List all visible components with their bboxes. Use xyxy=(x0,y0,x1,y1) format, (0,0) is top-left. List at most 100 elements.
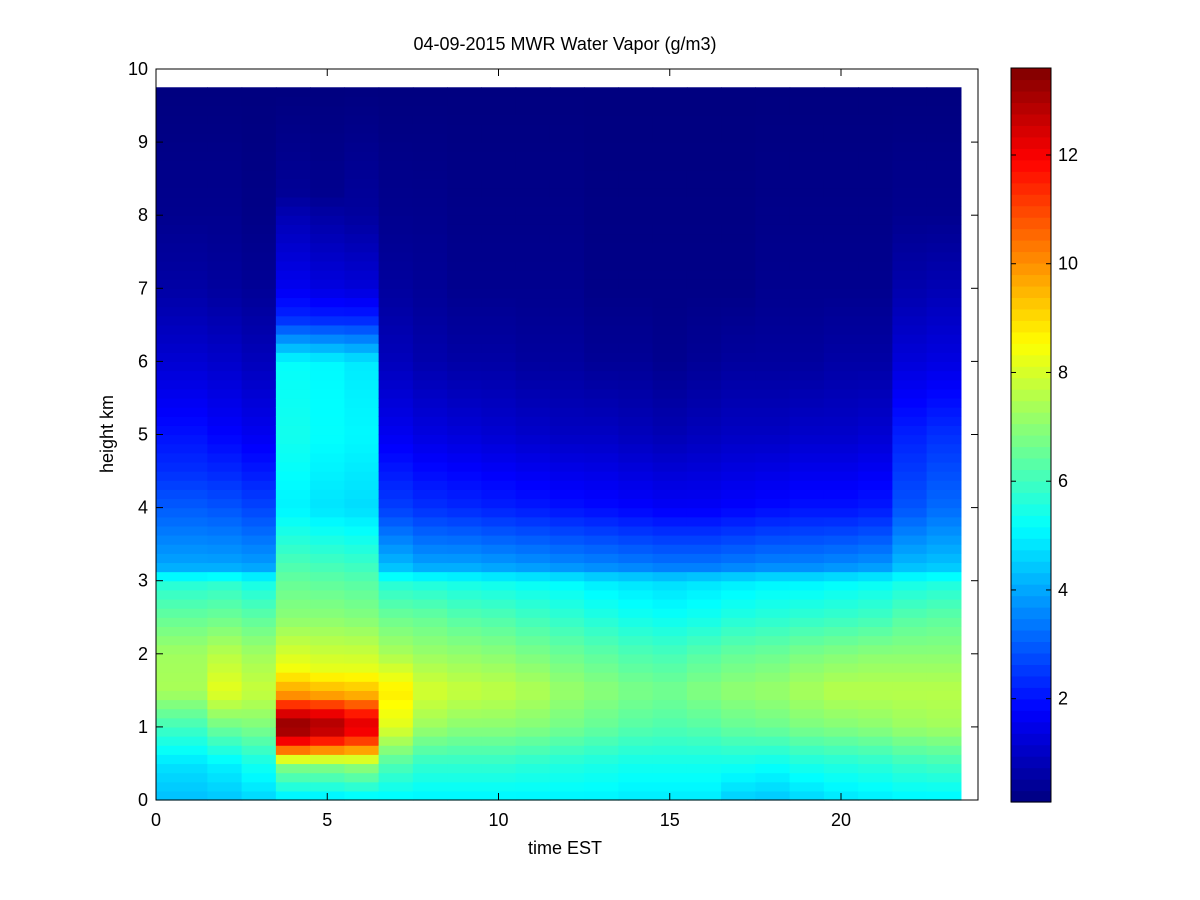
heatmap-cell xyxy=(823,169,859,180)
heatmap-cell xyxy=(584,516,619,527)
heatmap-cell xyxy=(892,361,928,372)
heatmap-cell xyxy=(310,763,345,774)
heatmap-cell xyxy=(515,288,551,299)
heatmap-cell xyxy=(378,196,414,207)
heatmap-cell xyxy=(858,87,893,98)
heatmap-cell xyxy=(549,626,585,637)
heatmap-cell xyxy=(310,123,345,134)
heatmap-cell xyxy=(686,379,722,390)
heatmap-cell xyxy=(207,142,243,152)
heatmap-cell xyxy=(789,279,825,289)
heatmap-cell xyxy=(892,160,928,171)
heatmap-cell xyxy=(721,288,756,299)
heatmap-cell xyxy=(755,553,791,564)
heatmap-cell xyxy=(892,580,928,591)
heatmap-cell xyxy=(515,717,551,728)
heatmap-cell xyxy=(515,224,551,235)
heatmap-cell xyxy=(858,407,893,417)
heatmap-cell xyxy=(481,754,517,765)
heatmap-cell xyxy=(412,580,448,591)
heatmap-cell xyxy=(310,425,345,436)
heatmap-cell xyxy=(344,736,380,746)
heatmap-cell xyxy=(721,132,756,143)
heatmap-cell xyxy=(412,608,448,618)
heatmap-cell xyxy=(755,635,791,646)
heatmap-cell xyxy=(892,425,928,436)
heatmap-cell xyxy=(515,763,551,774)
heatmap-cell xyxy=(275,745,311,755)
y-tick-label: 10 xyxy=(128,59,148,79)
heatmap-cell xyxy=(310,644,345,655)
heatmap-cell xyxy=(549,461,585,472)
heatmap-cell xyxy=(823,525,859,536)
heatmap-cell xyxy=(310,754,345,765)
heatmap-cell xyxy=(207,525,243,536)
heatmap-cell xyxy=(378,745,414,755)
heatmap-cell xyxy=(156,672,208,682)
heatmap-cell xyxy=(823,96,859,107)
heatmap-cell xyxy=(686,388,722,399)
heatmap-cell xyxy=(515,480,551,490)
heatmap-cell xyxy=(310,233,345,244)
heatmap-cell xyxy=(926,114,962,125)
heatmap-cell xyxy=(755,370,791,381)
heatmap-cell xyxy=(926,562,962,573)
heatmap-cell xyxy=(156,260,208,271)
heatmap-cell xyxy=(823,745,859,755)
heatmap-cell xyxy=(823,114,859,125)
heatmap-cell xyxy=(618,105,654,116)
heatmap-cell xyxy=(721,260,756,271)
heatmap-cell xyxy=(584,425,619,436)
heatmap-cell xyxy=(156,434,208,445)
heatmap-cell xyxy=(310,96,345,107)
heatmap-cell xyxy=(584,644,619,655)
heatmap-cell xyxy=(275,178,311,189)
heatmap-cell xyxy=(447,370,482,381)
heatmap-cell xyxy=(549,781,585,792)
heatmap-cell xyxy=(721,498,756,509)
heatmap-cell xyxy=(549,635,585,646)
colorbar-band xyxy=(1011,618,1051,631)
heatmap-cell xyxy=(858,489,893,500)
heatmap-cell xyxy=(275,471,311,481)
heatmap-cell xyxy=(549,96,585,107)
heatmap-cell xyxy=(156,644,208,655)
heatmap-cell xyxy=(207,571,243,582)
heatmap-cell xyxy=(823,781,859,792)
heatmap-cell xyxy=(789,699,825,710)
heatmap-cell xyxy=(584,132,619,143)
heatmap-cell xyxy=(412,151,448,161)
heatmap-cell xyxy=(823,279,859,289)
heatmap-cell xyxy=(412,644,448,655)
heatmap-cell xyxy=(378,763,414,774)
heatmap-cell xyxy=(789,589,825,600)
heatmap-cell xyxy=(926,160,962,171)
heatmap-cell xyxy=(207,160,243,171)
heatmap-cell xyxy=(378,105,414,116)
heatmap-cell xyxy=(447,544,482,554)
heatmap-cell xyxy=(721,580,756,591)
heatmap-cell xyxy=(721,790,756,801)
heatmap-cell xyxy=(892,626,928,637)
heatmap-cell xyxy=(378,608,414,618)
heatmap-cell xyxy=(156,608,208,618)
heatmap-cell xyxy=(686,279,722,289)
heatmap-cell xyxy=(275,87,311,98)
heatmap-cell xyxy=(344,151,380,161)
heatmap-cell xyxy=(789,617,825,627)
heatmap-cell xyxy=(652,206,688,216)
heatmap-cell xyxy=(310,471,345,481)
heatmap-cell xyxy=(549,754,585,765)
heatmap-cell xyxy=(686,242,722,253)
heatmap-cell xyxy=(789,206,825,216)
heatmap-cell xyxy=(481,132,517,143)
heatmap-cell xyxy=(481,87,517,98)
heatmap-cell xyxy=(344,525,380,536)
heatmap-cell xyxy=(892,699,928,710)
heatmap-cell xyxy=(156,105,208,116)
colorbar-box xyxy=(1010,67,1052,803)
heatmap-cell xyxy=(652,279,688,289)
heatmap-cell xyxy=(447,736,482,746)
heatmap-cell xyxy=(721,233,756,244)
heatmap-cell xyxy=(858,507,893,518)
